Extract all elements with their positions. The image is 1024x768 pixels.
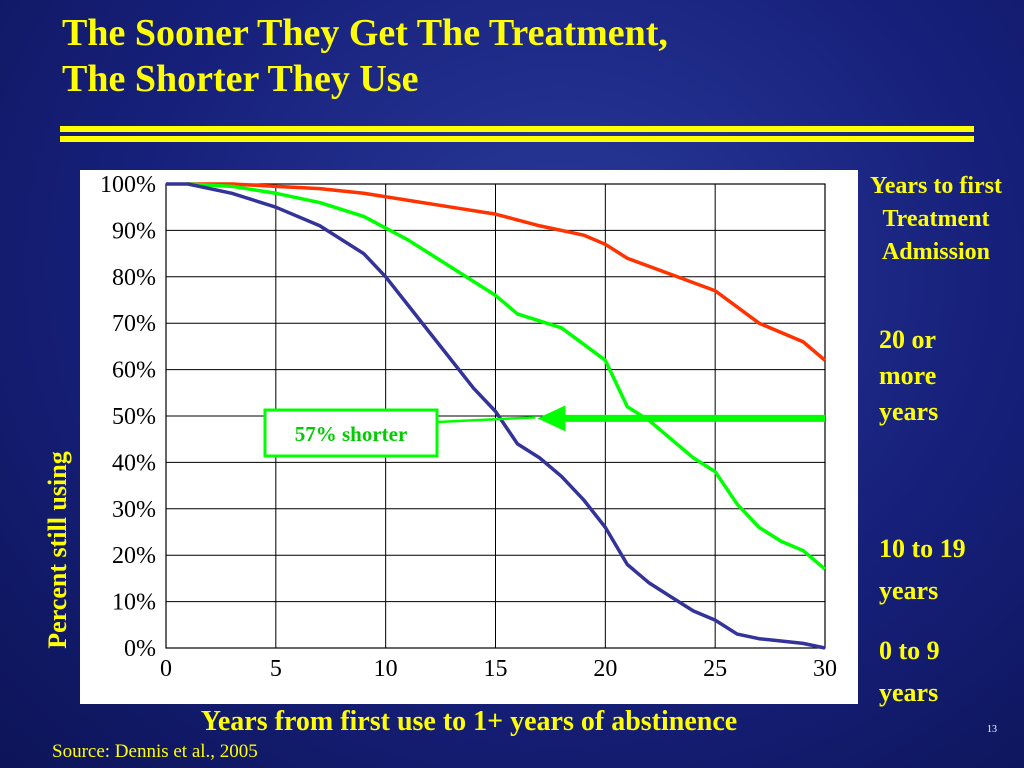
slide-title: The Sooner They Get The Treatment, The S… [62, 10, 668, 102]
legend-item-0-9: 0 to 9 years [879, 630, 1019, 714]
y-tick-label: 100% [100, 172, 156, 198]
title-line-1: The Sooner They Get The Treatment, [62, 12, 668, 54]
y-tick-label: 70% [112, 311, 156, 337]
source-citation: Source: Dennis et al., 2005 [52, 741, 258, 762]
y-axis-label: Percent still using [43, 451, 72, 649]
x-tick-label: 30 [813, 656, 837, 682]
legend-item-20-plus: 20 or more years [879, 322, 1019, 430]
y-tick-label: 0% [124, 636, 156, 662]
chart-panel: 0% 10% 20% 30% 40% 50% 60% 70% 80% 90% 100% 0 5 10 15 2… [80, 170, 858, 704]
annotation-arrow-head [537, 405, 566, 432]
x-tick-label: 10 [374, 656, 398, 682]
y-tick-label: 90% [112, 218, 156, 244]
legend-label-10-19: 10 to 19 years [879, 534, 966, 605]
x-axis-label: Years from first use to 1+ years of abst… [200, 706, 738, 737]
y-tick-label: 30% [112, 497, 156, 523]
title-rule-bottom [60, 136, 974, 142]
annotation-leader-line [436, 416, 536, 424]
x-tick-label: 0 [160, 656, 172, 682]
title-line-2: The Shorter They Use [62, 58, 419, 100]
y-tick-label: 10% [112, 590, 156, 616]
x-tick-label: 5 [270, 656, 282, 682]
x-tick-label: 25 [703, 656, 727, 682]
y-tick-label: 60% [112, 358, 156, 384]
x-tick-label: 20 [593, 656, 617, 682]
page-number: 13 [987, 724, 997, 735]
title-rule-top [60, 126, 974, 132]
series-line-10-19 [187, 182, 827, 571]
legend-item-10-19: 10 to 19 years [879, 528, 1019, 612]
annotation-label: 57% shorter [295, 422, 408, 446]
series-line-20-plus [187, 182, 827, 362]
y-tick-label: 20% [112, 543, 156, 569]
annotation-box [263, 408, 439, 458]
y-tick-label: 40% [112, 450, 156, 476]
x-tick-label: 15 [484, 656, 508, 682]
y-tick-label: 80% [112, 265, 156, 291]
line-chart: 0% 10% 20% 30% 40% 50% 60% 70% 80% 90% 100% 0 5 10 15 2… [100, 172, 837, 682]
legend-label-0-9: 0 to 9 years [879, 636, 940, 707]
y-tick-label: 50% [112, 404, 156, 430]
series-line-0-9 [166, 182, 826, 650]
legend-title: Years to first Treatment Admission [870, 173, 1002, 265]
legend-label-20-plus: 20 or more years [879, 325, 939, 426]
